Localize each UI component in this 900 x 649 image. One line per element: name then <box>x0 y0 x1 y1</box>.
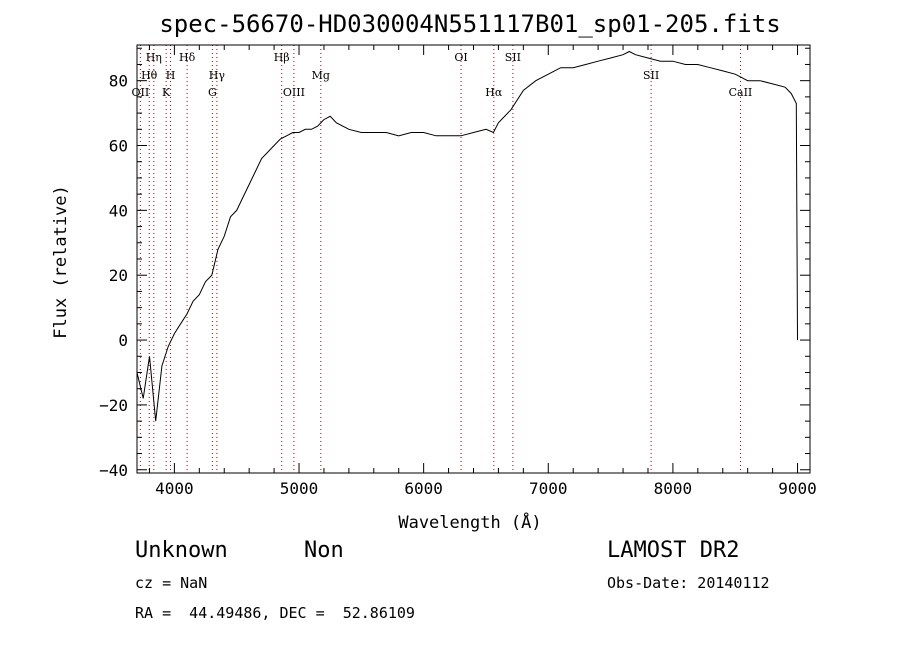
spectrum-line <box>136 50 798 422</box>
x-tick-label: 9000 <box>778 479 817 498</box>
line-label: Mg <box>312 69 330 82</box>
line-label: OIII <box>283 86 305 99</box>
y-tick-label: 80 <box>109 72 128 91</box>
y-tick-label: −40 <box>99 461 128 480</box>
y-tick-label: 40 <box>109 201 128 220</box>
line-label: Hα <box>485 86 503 99</box>
x-axis-label: Wavelength (Å) <box>398 511 541 533</box>
x-tick-label: 8000 <box>654 479 693 498</box>
axis-tick-labels: 4000 5000 6000 7000 8000 9000 −40 −20 0 20 40 60 80 <box>99 72 817 498</box>
axis-ticks <box>137 45 810 473</box>
line-label: Hη <box>146 51 162 64</box>
y-tick-label: 20 <box>109 266 128 285</box>
y-tick-label: 60 <box>109 137 128 156</box>
x-tick-label: 6000 <box>404 479 443 498</box>
y-tick-label: −20 <box>99 396 128 415</box>
plot-frame <box>136 44 811 474</box>
line-label: SII <box>643 69 659 82</box>
line-label: OII <box>132 86 150 99</box>
redshift-value: cz = NaN <box>135 574 208 592</box>
line-label: SII <box>505 51 521 64</box>
x-tick-label: 4000 <box>155 479 194 498</box>
line-label: G <box>208 86 217 99</box>
x-tick-label: 7000 <box>529 479 568 498</box>
line-label: Hβ <box>274 51 290 64</box>
object-class: Unknown <box>135 538 228 563</box>
coordinates: RA = 44.49486, DEC = 52.86109 <box>135 604 415 622</box>
object-subclass: Non <box>304 538 344 563</box>
x-tick-label: 5000 <box>280 479 319 498</box>
line-label: Hγ <box>209 69 226 82</box>
line-label: CaII <box>729 86 753 99</box>
observation-date: Obs-Date: 20140112 <box>607 574 770 592</box>
chart-title: spec-56670-HD030004N551117B01_sp01-205.f… <box>159 10 780 38</box>
y-tick-label: 0 <box>118 331 128 350</box>
line-label: Hθ <box>141 69 158 82</box>
line-label: OI <box>454 51 467 64</box>
line-label: Hδ <box>179 51 196 64</box>
line-label: K <box>162 86 171 99</box>
survey-name: LAMOST DR2 <box>607 538 740 563</box>
y-axis-label: Flux (relative) <box>51 185 71 339</box>
line-label: H <box>166 69 176 82</box>
